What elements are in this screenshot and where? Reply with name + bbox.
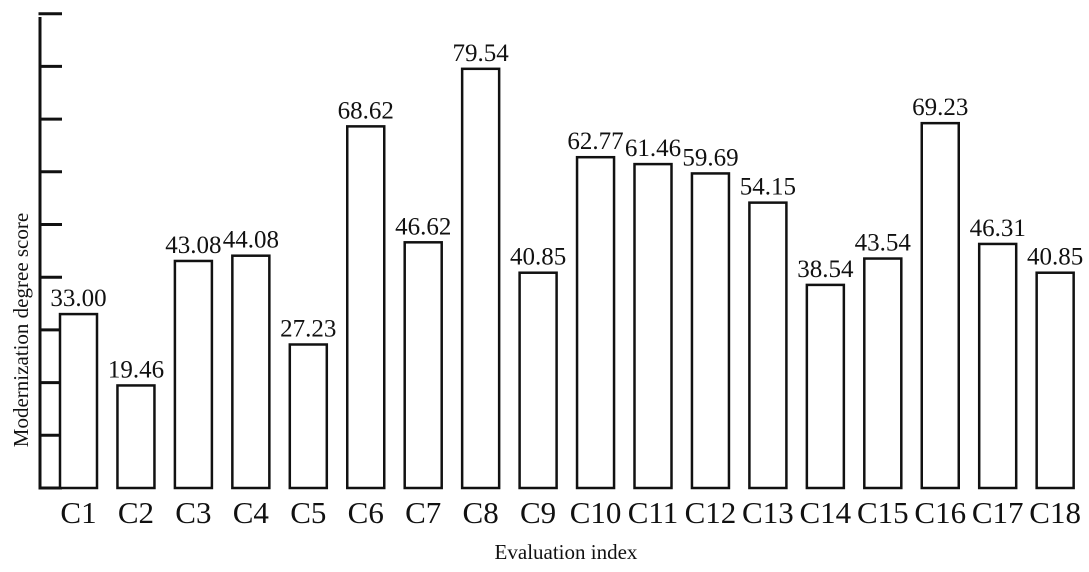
category-label: C7 [405, 495, 441, 530]
y-axis-ticks [38, 12, 62, 490]
bar-c9 [518, 271, 558, 490]
value-label: 61.46 [625, 135, 681, 162]
category-label: C2 [118, 495, 154, 530]
value-label: 43.08 [165, 232, 221, 259]
value-label: 69.23 [912, 94, 968, 121]
bar-c1 [58, 312, 99, 490]
bar-c3 [173, 259, 214, 490]
value-label: 19.46 [108, 356, 164, 383]
category-labels: C1 C2 C3 C4 C5 C6 C7 C8 C9 C10 C11 C12 C13 C14 C15 C16 C… [60, 495, 1081, 530]
bar-c5 [288, 343, 329, 490]
category-label: C3 [175, 495, 211, 530]
category-label: C15 [857, 495, 909, 530]
bar-c7 [403, 241, 443, 490]
value-label: 40.85 [1027, 244, 1083, 271]
bar-c12 [690, 172, 731, 490]
category-label: C13 [742, 495, 794, 530]
category-label: C18 [1029, 495, 1081, 530]
value-label: 46.31 [970, 215, 1026, 242]
value-label: 43.54 [855, 230, 912, 257]
category-label: C12 [685, 495, 737, 530]
category-label: C6 [348, 495, 384, 530]
category-label: C14 [800, 495, 852, 530]
bar-c8 [460, 67, 501, 490]
bar-c18 [1035, 271, 1075, 490]
bars [58, 67, 1075, 490]
value-label: 46.62 [395, 213, 451, 240]
category-label: C11 [628, 495, 679, 530]
value-label: 62.77 [567, 128, 623, 155]
bar-c6 [346, 125, 386, 490]
bar-c17 [977, 242, 1018, 490]
bar-c10 [575, 155, 616, 490]
bar-c16 [920, 121, 960, 490]
bar-c15 [863, 257, 903, 490]
bar-c2 [116, 384, 156, 490]
value-label: 79.54 [453, 40, 510, 67]
bar-c4 [231, 254, 271, 490]
y-axis-title: Modernization degree score [9, 213, 33, 447]
category-label: C1 [60, 495, 96, 530]
bar-c11 [633, 162, 673, 490]
value-label: 27.23 [280, 315, 336, 342]
value-label: 44.08 [223, 227, 279, 254]
bar-c14 [805, 283, 846, 490]
x-axis-title: Evaluation index [495, 540, 638, 564]
value-label: 38.54 [797, 256, 854, 283]
value-label: 40.85 [510, 244, 566, 271]
category-label: C9 [520, 495, 556, 530]
category-label: C5 [290, 495, 326, 530]
value-label: 59.69 [682, 144, 738, 171]
category-label: C16 [914, 495, 966, 530]
value-label: 33.00 [50, 285, 106, 312]
category-label: C4 [233, 495, 270, 530]
category-label: C8 [463, 495, 499, 530]
bar-c13 [748, 201, 788, 490]
value-label: 54.15 [740, 174, 796, 201]
category-label: C10 [570, 495, 622, 530]
value-label: 68.62 [338, 97, 394, 124]
category-label: C17 [972, 495, 1024, 530]
value-labels: 33.00 19.46 43.08 44.08 27.23 68.62 46.62 79.54… [50, 40, 1083, 384]
